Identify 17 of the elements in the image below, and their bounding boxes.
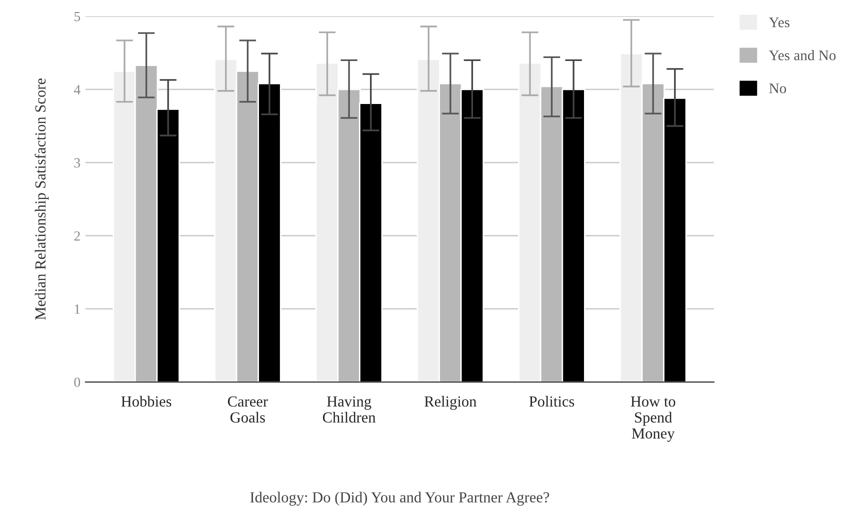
x-axis-title: Ideology: Do (Did) You and Your Partner Agree? — [250, 492, 550, 506]
y-tick-label: 0 — [74, 378, 80, 387]
y-tick-label: 3 — [74, 158, 80, 168]
x-tick-label: Hobbies — [121, 396, 172, 407]
y-tick-label: 5 — [74, 12, 80, 22]
legend-label: Yes — [768, 18, 790, 28]
x-tick-label: How to Spend Money — [630, 396, 676, 442]
y-axis-title: Median Relationship Satisfaction Score — [34, 78, 49, 320]
x-tick-label: Religion — [424, 396, 476, 410]
x-tick-label: Politics — [529, 396, 574, 407]
y-tick-label: 4 — [74, 85, 80, 94]
x-tick-label: Having Children — [322, 396, 376, 423]
y-tick-label: 2 — [74, 231, 80, 241]
y-tick-label: 1 — [74, 304, 80, 314]
legend-label: Yes and No — [768, 50, 836, 60]
x-tick-label: Career Goals — [228, 396, 268, 423]
legend-label: No — [769, 84, 786, 94]
